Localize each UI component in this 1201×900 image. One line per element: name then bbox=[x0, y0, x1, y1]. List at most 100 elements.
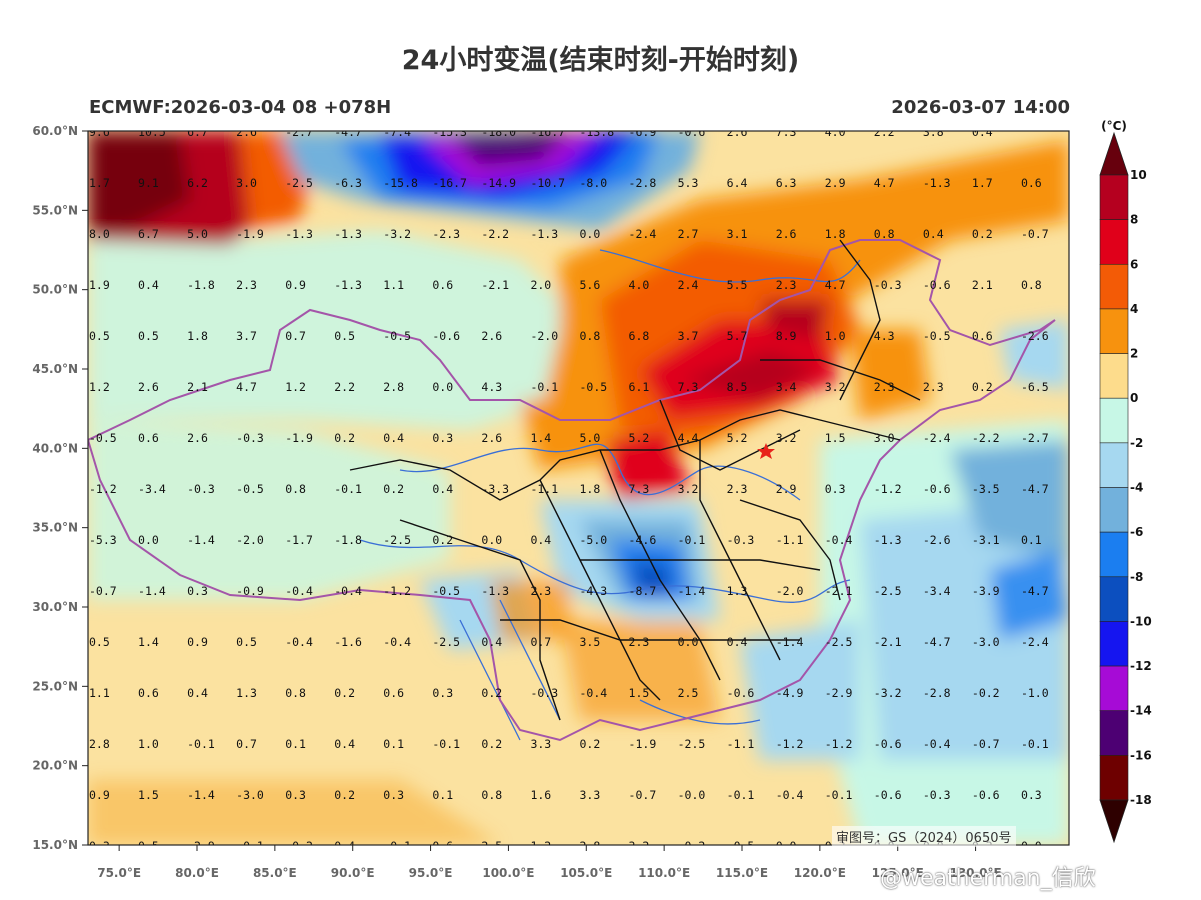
colorbar-label: 4 bbox=[1130, 302, 1138, 316]
colorbar-segment bbox=[1099, 263, 1129, 310]
grid-value: -2.4 bbox=[923, 431, 951, 445]
x-axis-labels: 75.0°E 80.0°E 85.0°E 90.0°E 95.0°E 100.0°E 105… bbox=[97, 866, 1001, 880]
colorbar-max-triangle bbox=[1099, 131, 1129, 176]
colorbar-label: -2 bbox=[1130, 436, 1143, 450]
grid-value: -2.5 bbox=[874, 584, 902, 598]
grid-value: 5.0 bbox=[580, 431, 601, 445]
grid-value: -1.2 bbox=[383, 584, 411, 598]
grid-value: 1.1 bbox=[383, 278, 404, 292]
grid-value: -0.3 bbox=[923, 788, 951, 802]
grid-value: -1.3 bbox=[481, 584, 509, 598]
colorbar-segment bbox=[1099, 576, 1129, 622]
grid-value: 7.3 bbox=[678, 380, 699, 394]
colorbar-label: -10 bbox=[1130, 614, 1152, 628]
grid-value: 2.3 bbox=[874, 380, 895, 394]
grid-value: 0.2 bbox=[972, 380, 993, 394]
grid-value: 3.5 bbox=[580, 635, 601, 649]
grid-value: -3.0 bbox=[236, 788, 264, 802]
grid-value: 0.4 bbox=[334, 737, 355, 751]
grid-value: -1.2 bbox=[825, 737, 853, 751]
colorbar-label: -18 bbox=[1130, 793, 1152, 807]
grid-value: 0.9 bbox=[187, 635, 208, 649]
grid-value: 0.7 bbox=[285, 329, 306, 343]
colorbar-label: -12 bbox=[1130, 659, 1152, 673]
grid-value: -2.5 bbox=[825, 635, 853, 649]
grid-value: 0.3 bbox=[187, 584, 208, 598]
y-tick-label: 60.0°N bbox=[32, 124, 78, 138]
grid-value: -1.4 bbox=[187, 788, 215, 802]
colorbar-label: 6 bbox=[1130, 257, 1138, 271]
grid-value: 1.4 bbox=[138, 635, 159, 649]
grid-value: -2.1 bbox=[825, 584, 853, 598]
grid-value: 8.5 bbox=[727, 380, 748, 394]
grid-value: -10.7 bbox=[530, 176, 565, 190]
grid-value: -4.3 bbox=[580, 584, 608, 598]
grid-value: -2.5 bbox=[432, 635, 460, 649]
map-area: 9.6 10.5 6.7 2.6 -2.7 -4.7 -7.4 -15.3 -18.0 -16.7… bbox=[88, 125, 1069, 853]
grid-value: 2.6 bbox=[187, 431, 208, 445]
grid-value: 0.5 bbox=[89, 635, 110, 649]
colorbar-segment bbox=[1099, 308, 1129, 354]
grid-value: -15.3 bbox=[432, 125, 467, 139]
grid-value: 0.0 bbox=[580, 227, 601, 241]
x-tick-label: 95.0°E bbox=[409, 866, 453, 880]
grid-value: -18.0 bbox=[481, 125, 516, 139]
grid-value: 0.6 bbox=[1021, 176, 1042, 190]
grid-value: 8.0 bbox=[89, 227, 110, 241]
grid-value: 8.9 bbox=[776, 329, 797, 343]
grid-value: 0.3 bbox=[825, 482, 846, 496]
grid-value: -2.0 bbox=[776, 584, 804, 598]
grid-value: -1.9 bbox=[629, 737, 657, 751]
grid-value: -1.3 bbox=[923, 176, 951, 190]
grid-value: -0.3 bbox=[530, 686, 558, 700]
grid-value: -2.4 bbox=[1021, 635, 1049, 649]
grid-value: 3.0 bbox=[874, 431, 895, 445]
grid-value: 1.2 bbox=[530, 839, 551, 853]
grid-value: -0.1 bbox=[727, 788, 755, 802]
grid-value: -1.7 bbox=[285, 533, 313, 547]
grid-value: -13.8 bbox=[580, 125, 615, 139]
grid-value: -0.7 bbox=[972, 737, 1000, 751]
x-tick-label: 80.0°E bbox=[175, 866, 219, 880]
grid-value: 0.6 bbox=[432, 278, 453, 292]
grid-value: -0.5 bbox=[923, 329, 951, 343]
grid-value: -2.7 bbox=[1021, 431, 1049, 445]
grid-value: -2.8 bbox=[923, 686, 951, 700]
grid-value: 2.3 bbox=[923, 380, 944, 394]
grid-value: 2.6 bbox=[481, 329, 502, 343]
colorbar-label: 0 bbox=[1130, 391, 1138, 405]
grid-value: -0.0 bbox=[678, 788, 706, 802]
grid-value: -0.4 bbox=[383, 635, 411, 649]
grid-value: 0.9 bbox=[285, 278, 306, 292]
grid-value: -0.3 bbox=[727, 533, 755, 547]
grid-value: -1.8 bbox=[334, 533, 362, 547]
colorbar-segment bbox=[1099, 755, 1129, 801]
grid-value: 0.4 bbox=[481, 635, 502, 649]
temperature-field bbox=[88, 131, 1069, 845]
grid-value: -2.0 bbox=[236, 533, 264, 547]
grid-value: 6.1 bbox=[629, 380, 650, 394]
grid-value: 1.1 bbox=[89, 686, 110, 700]
grid-value: -0.3 bbox=[236, 431, 264, 445]
grid-value: -1.1 bbox=[727, 737, 755, 751]
grid-value: -4.7 bbox=[1021, 482, 1049, 496]
grid-value: 1.8 bbox=[187, 329, 208, 343]
grid-value: -2.7 bbox=[285, 125, 313, 139]
grid-value: 5.5 bbox=[727, 278, 748, 292]
grid-value: 5.3 bbox=[678, 176, 699, 190]
grid-value: 0.4 bbox=[530, 533, 551, 547]
grid-value: -0.6 bbox=[923, 278, 951, 292]
grid-value: 3.3 bbox=[580, 788, 601, 802]
grid-value: -0.1 bbox=[187, 737, 215, 751]
grid-value: -1.3 bbox=[334, 227, 362, 241]
grid-value: -1.0 bbox=[1021, 686, 1049, 700]
grid-value: -1.4 bbox=[138, 584, 166, 598]
grid-value: -2.9 bbox=[825, 686, 853, 700]
grid-value: 0.0 bbox=[481, 533, 502, 547]
colorbar-label: -16 bbox=[1130, 748, 1152, 762]
y-tick-label: 35.0°N bbox=[32, 521, 78, 535]
grid-value: 5.0 bbox=[187, 227, 208, 241]
grid-value: 0.6 bbox=[432, 839, 453, 853]
grid-value: 3.2 bbox=[825, 380, 846, 394]
grid-value: 5.2 bbox=[727, 431, 748, 445]
